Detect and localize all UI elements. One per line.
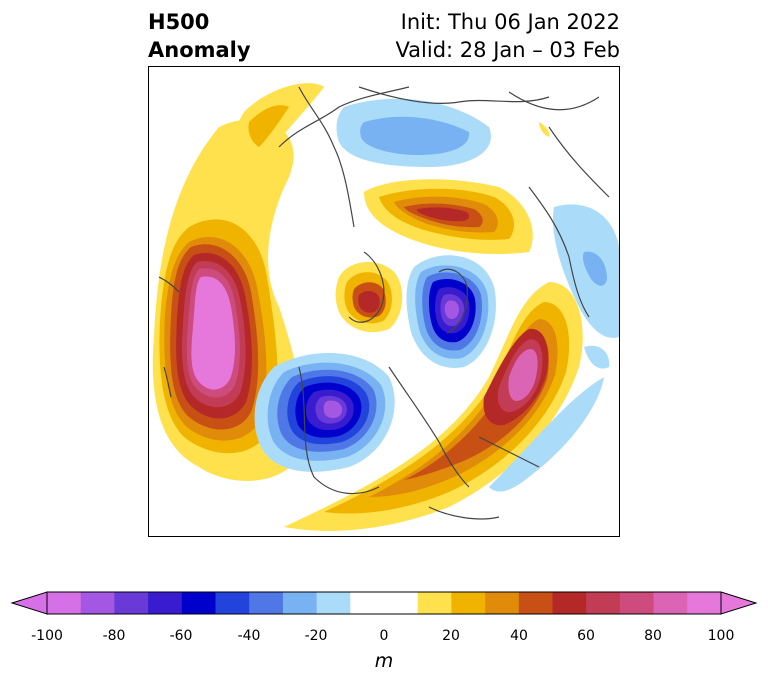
- tick-label: -60: [169, 628, 193, 644]
- northern-ridge: [235, 83, 324, 174]
- colorbar-segment: [653, 592, 688, 614]
- colorbar-segment: [417, 592, 452, 614]
- colorbar-segment: [687, 592, 722, 614]
- colorbar-segment: [80, 592, 115, 614]
- colorbar-outline: [46, 591, 722, 615]
- tick-label: 80: [644, 628, 662, 644]
- map-svg: [152, 83, 619, 531]
- colorbar-segment: [586, 592, 621, 614]
- colorbar-segment: [350, 592, 385, 614]
- eastern-troughs: [489, 122, 619, 492]
- tick-label: 60: [577, 628, 595, 644]
- siberia-trough: [336, 98, 491, 167]
- colorbar-segment: [619, 592, 655, 614]
- colorbar-extend-low: [10, 591, 48, 615]
- colorbar: [10, 591, 758, 615]
- colorbar-segment: [451, 592, 486, 614]
- north-america-trough: [254, 353, 395, 472]
- polar-ridge: [335, 261, 403, 333]
- date-info: Init: Thu 06 Jan 2022 Valid: 28 Jan – 03…: [395, 8, 620, 64]
- atlantic-ridge: [284, 282, 583, 531]
- tick-label: -40: [237, 628, 261, 644]
- colorbar-segment: [249, 592, 284, 614]
- colorbar-segment: [114, 592, 149, 614]
- init-date: Init: Thu 06 Jan 2022: [400, 10, 620, 34]
- tick-label: 0: [379, 628, 389, 644]
- title-line-2: Anomaly: [148, 38, 251, 62]
- valid-date: Valid: 28 Jan – 03 Feb: [395, 38, 620, 62]
- coastlines: [158, 86, 610, 520]
- colorbar-segment: [552, 592, 587, 614]
- colorbar-segment: [215, 592, 250, 614]
- tick-label: -100: [31, 628, 63, 644]
- colorbar-segment: [485, 592, 520, 614]
- arctic-trough: [406, 255, 496, 368]
- tick-label: -80: [102, 628, 126, 644]
- arctic-ridge: [364, 179, 533, 254]
- colorbar-segment: [518, 592, 553, 614]
- colorbar-segment: [148, 592, 183, 614]
- title-line-1: H500: [148, 10, 210, 34]
- colorbar-segment: [181, 592, 216, 614]
- colorbar-unit: m: [374, 650, 394, 672]
- tick-label: 40: [510, 628, 528, 644]
- colorbar-segment: [316, 592, 351, 614]
- colorbar-extend-high: [720, 591, 758, 615]
- anomaly-map: [148, 66, 620, 537]
- tick-label: 20: [442, 628, 460, 644]
- colorbar-segment: [282, 592, 318, 614]
- tick-label: -20: [304, 628, 328, 644]
- tick-label: 100: [707, 628, 735, 644]
- colorbar-segment: [384, 592, 419, 614]
- pacific-ridge: [152, 119, 303, 481]
- colorbar-segment: [47, 592, 82, 614]
- chart-title: H500 Anomaly: [148, 8, 251, 64]
